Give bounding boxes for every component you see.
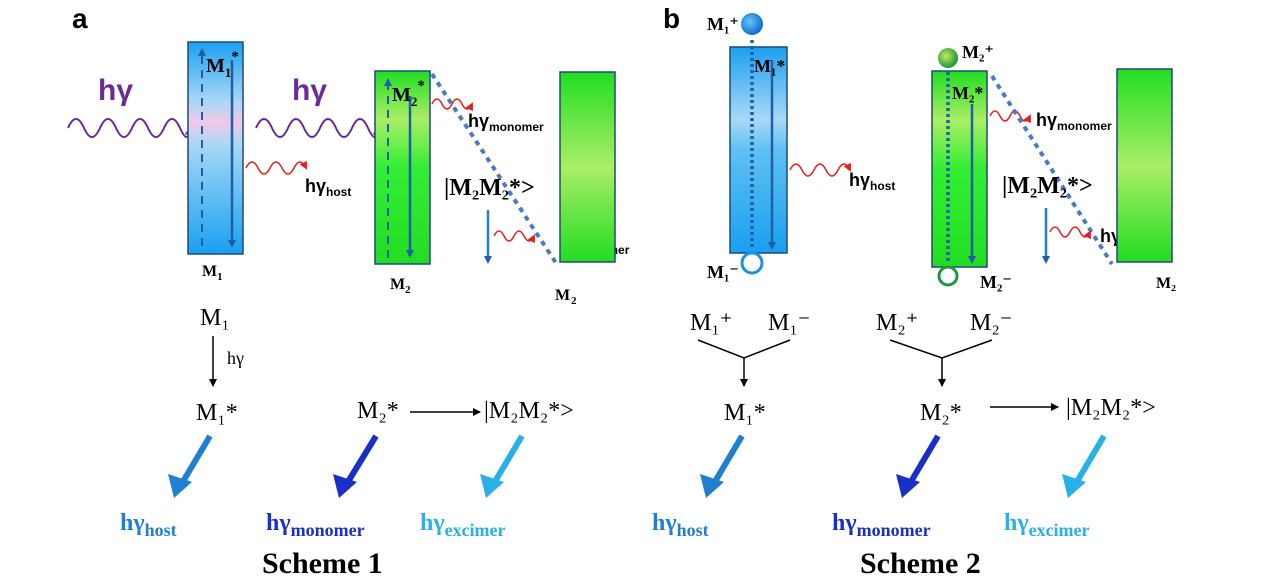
guest-minus-label-b: M₂⁻ [980,272,1012,292]
scheme2-title: Scheme 2 [860,547,981,580]
guest-plus-label-b: M₂⁺ [962,42,994,62]
excimer-dotted-line-a [430,72,560,268]
scheme2-m2-minus: M₂⁻ [970,310,1012,336]
scheme2-excimer: |M₂M₂*> [1066,395,1156,421]
scheme2-excimer-arrowhead [1062,474,1086,498]
excitation-wave-2 [255,118,382,138]
scheme1-out-monomer: hγmonomer [266,510,365,540]
scheme2-combine-1 [697,339,791,359]
scheme1-m1-excited: M₁* [196,400,238,426]
host-emission-label-b: hγhost [849,170,895,193]
excimer-emission-wave-a [493,230,535,244]
excimer-dotted-line-b [990,74,1114,266]
scheme2-m2-excited: M₂* [920,400,962,426]
guest-hole-ball [938,48,958,68]
monomer-emission-wave-b [989,110,1031,124]
host-minus-label-b: M₁⁻ [707,262,739,282]
scheme2-m1-excited: M₁* [724,400,766,426]
excimer-state-label-a: |M₂M₂*> [444,175,535,201]
guest-inner-label-b: M₂* [952,83,983,103]
scheme1-excite-label: hγ [227,348,244,368]
excitation-label-1: hγ [98,74,133,107]
excimer-state-label-b: |M₂M₂*> [1002,173,1093,199]
host-electron-ball [740,251,764,275]
guest-band-box [374,70,431,265]
excimer-emission-wave-b [1049,226,1091,240]
monomer-emission-wave [431,98,473,112]
scheme1-m2-excited: M₂* [357,398,399,424]
panel-b-label: b [663,3,680,34]
scheme1-excimer: |M₂M₂*> [484,398,574,424]
scheme1-monomer-arrowhead [333,474,357,498]
scheme2-host-arrowhead [700,474,724,498]
scheme1-out-excimer: hγexcimer [420,510,506,540]
excitation-wave-1 [67,118,194,138]
guest-ground-label: M2 [390,276,411,296]
panel-a-label: a [72,3,88,34]
scheme1-m1: M₁ [200,305,230,331]
guest-excited-label: M2* [392,78,425,109]
excimer-band-box-a [559,71,616,263]
scheme2-m1-plus: M₁⁺ [690,310,732,336]
host-plus-label-b: M₁⁺ [707,14,739,34]
host-inner-label-b: M₁* [754,56,785,76]
scheme2-out-host: hγhost [652,510,709,540]
guest-band-box-b [931,70,988,268]
scheme2-out-monomer: hγmonomer [832,510,931,540]
host-band-box-b [729,46,788,254]
excitation-label-2: hγ [292,74,327,107]
excimer-band-box-b [1116,68,1173,263]
scheme1-host-arrowhead [168,474,192,498]
host-hole-ball [741,13,763,35]
host-ground-label: M1 [202,263,223,283]
guest-electron-ball [937,265,959,287]
scheme2-out-excimer: hγexcimer [1004,510,1090,540]
scheme1-title: Scheme 1 [262,547,383,580]
host-emission-label: hγhost [305,176,351,199]
host-emission-wave-b [789,162,851,177]
monomer-emission-label: hγmonomer [468,111,544,134]
scheme2-m2-plus: M₂⁺ [876,310,918,336]
excimer-box-sub-a: 2 [571,295,577,307]
scheme2-monomer-arrowhead [896,474,920,498]
host-band-box [187,41,244,255]
host-excited-label: M1* [206,49,239,80]
scheme2-m1-minus: M₁⁻ [768,310,810,336]
excimer-box-label-a: M [555,287,570,304]
scheme1-excimer-arrowhead [480,474,504,498]
scheme1-out-host: hγhost [120,510,177,540]
monomer-emission-label-b: hγmonomer [1036,110,1112,133]
excimer-box-label-b: M₂ [1156,275,1176,292]
scheme2-combine-2 [889,339,993,359]
host-emission-wave [245,160,307,175]
